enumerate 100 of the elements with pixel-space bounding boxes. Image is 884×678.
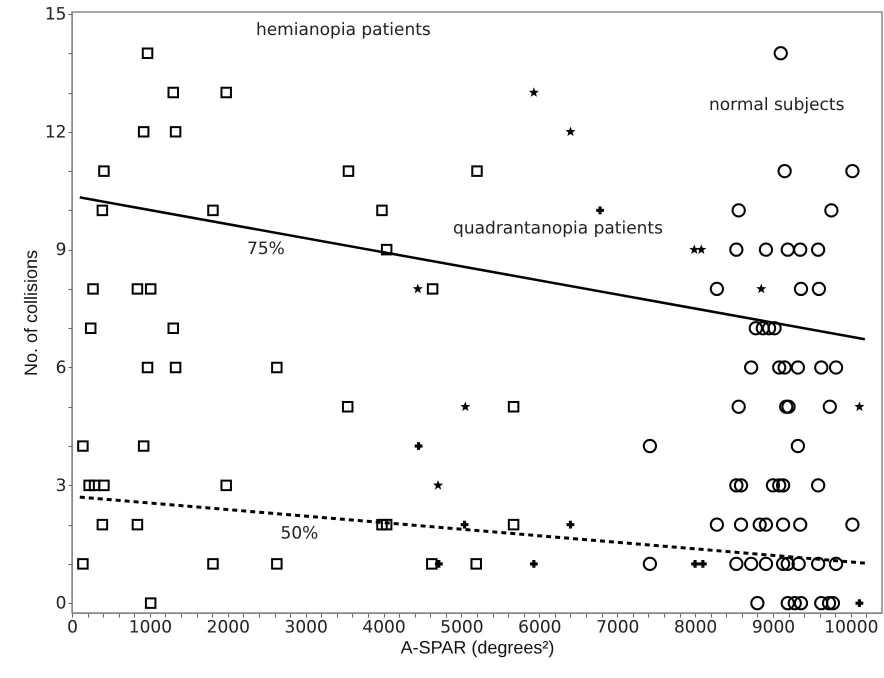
point <box>856 599 864 608</box>
x-tick-label: 2000 <box>206 618 250 638</box>
point <box>142 362 154 374</box>
point <box>758 518 774 532</box>
point <box>814 596 828 610</box>
point <box>794 282 808 296</box>
point <box>144 597 156 609</box>
point <box>854 402 864 412</box>
point <box>170 126 182 138</box>
point <box>788 596 802 610</box>
point <box>729 478 744 492</box>
point <box>376 204 388 216</box>
point <box>824 203 838 218</box>
point <box>748 321 763 336</box>
point <box>138 126 150 138</box>
y-tick-label: 0 <box>56 594 66 614</box>
annotation: 50% <box>280 524 318 544</box>
x-tick-label: 1000 <box>128 618 172 638</box>
point <box>88 480 100 492</box>
point <box>781 400 796 414</box>
point <box>828 360 844 375</box>
point <box>412 284 423 294</box>
point <box>698 560 707 568</box>
point <box>642 556 658 572</box>
annotation: normal subjects <box>708 95 845 116</box>
y-tick-label: 15 <box>44 4 66 24</box>
point <box>696 244 706 254</box>
point <box>766 478 780 492</box>
x-tick-label: 5000 <box>440 618 484 638</box>
point <box>729 556 744 572</box>
point <box>710 518 724 532</box>
x-axis-title: A-SPAR (degrees²) <box>400 638 554 658</box>
point <box>756 284 766 294</box>
x-tick-label: 6000 <box>518 618 562 638</box>
point <box>426 558 438 570</box>
point <box>87 283 99 295</box>
point <box>426 283 438 295</box>
point <box>271 362 283 374</box>
point <box>460 402 470 412</box>
point <box>96 518 108 530</box>
point <box>762 321 776 336</box>
x-tick-label: 9000 <box>752 618 796 638</box>
point <box>811 242 826 257</box>
point <box>77 558 89 570</box>
point <box>734 478 748 492</box>
x-tick-label: 4000 <box>362 618 406 638</box>
point <box>271 558 283 570</box>
point <box>780 596 795 610</box>
point <box>566 520 574 528</box>
point <box>776 556 790 572</box>
point <box>168 86 179 98</box>
point <box>793 242 808 257</box>
point <box>772 360 786 375</box>
point <box>756 321 770 336</box>
point <box>780 556 795 572</box>
point <box>792 556 806 572</box>
point <box>710 282 724 296</box>
x-tick-label: 10000 <box>824 618 878 638</box>
point <box>828 556 844 572</box>
point <box>642 438 658 454</box>
point <box>780 242 795 257</box>
point <box>84 322 96 334</box>
point <box>142 48 154 59</box>
point <box>207 558 219 570</box>
y-axis-title: No. of collisions <box>20 250 41 376</box>
x-tick-label: 3000 <box>284 618 328 638</box>
y-tick-label: 9 <box>56 240 66 260</box>
point <box>778 164 792 178</box>
point <box>689 244 700 254</box>
point <box>220 480 232 492</box>
point <box>528 87 539 97</box>
point <box>750 596 765 610</box>
point <box>814 360 828 375</box>
point <box>734 518 748 532</box>
point <box>811 556 826 572</box>
point <box>433 480 444 490</box>
point <box>565 126 576 136</box>
point <box>845 518 860 532</box>
point <box>168 322 179 334</box>
point <box>845 164 860 178</box>
point <box>508 401 520 413</box>
point <box>744 556 758 572</box>
point <box>790 438 806 454</box>
point <box>414 442 422 450</box>
point <box>596 206 604 214</box>
point <box>744 360 758 375</box>
point <box>790 360 806 375</box>
point <box>470 558 482 570</box>
y-tick-label: 6 <box>56 358 66 378</box>
point <box>380 518 392 530</box>
point <box>98 480 110 492</box>
point <box>138 440 150 452</box>
point <box>342 401 354 413</box>
point <box>530 560 538 568</box>
y-tick-label: 12 <box>44 122 66 142</box>
point <box>691 560 699 568</box>
point <box>144 283 156 295</box>
point <box>778 360 792 375</box>
point <box>758 556 774 572</box>
point <box>794 596 808 610</box>
